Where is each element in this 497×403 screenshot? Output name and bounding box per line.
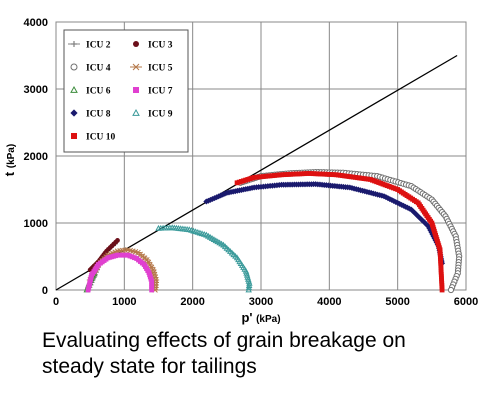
data-point (149, 287, 155, 293)
chart: 0 1000 2000 3000 4000 5000 6000 0 1000 2000 3000 4… (2, 17, 478, 325)
data-point (245, 286, 252, 293)
series-icu-9 (155, 224, 253, 293)
data-point (71, 133, 77, 139)
data-series (83, 168, 463, 294)
x-tick-label: 2000 (180, 296, 204, 308)
legend-label: ICU 9 (148, 110, 173, 120)
data-point (70, 109, 78, 117)
y-tick-label: 0 (42, 285, 48, 297)
x-tick-label: 1000 (112, 296, 136, 308)
data-point (447, 286, 455, 294)
caption-line-1: Evaluating effects of grain breakage on (42, 329, 406, 352)
data-point (132, 63, 140, 71)
data-point (439, 287, 445, 293)
series-icu-10 (234, 171, 445, 293)
legend-symbol (130, 63, 142, 71)
legend-box (63, 29, 189, 153)
legend-symbol (68, 41, 80, 47)
legend: ICU 2 ICU 3 ICU 4 ICU 5 ICU 6 ICU 7 ICU 8 ICU 9… (63, 29, 189, 153)
data-point (71, 41, 77, 47)
legend-symbol (132, 108, 140, 116)
data-point (70, 85, 78, 93)
x-tick-label: 5000 (385, 296, 409, 308)
legend-label: ICU 5 (148, 64, 173, 74)
y-tick-labels: 0 1000 2000 3000 4000 (24, 17, 48, 297)
y-tick-label: 1000 (24, 218, 48, 230)
y-axis-label: t (kPa) (2, 144, 17, 176)
data-point (132, 108, 140, 116)
x-axis-label: p' (kPa) (241, 310, 280, 325)
x-tick-labels: 0 1000 2000 3000 4000 5000 6000 (53, 296, 478, 308)
legend-label: ICU 6 (86, 87, 111, 97)
legend-symbol (70, 109, 78, 117)
data-point (143, 257, 151, 263)
legend-label: ICU 10 (86, 133, 116, 143)
data-point (133, 87, 139, 93)
legend-symbol (133, 41, 139, 47)
legend-symbol (70, 85, 78, 93)
data-point (133, 41, 139, 47)
series-icu-8 (203, 181, 446, 267)
legend-symbol (71, 133, 77, 139)
legend-label: ICU 2 (86, 41, 111, 51)
caption: Evaluating effects of grain breakage on … (42, 328, 492, 380)
legend-label: ICU 3 (148, 41, 173, 51)
y-tick-label: 3000 (24, 84, 48, 96)
y-tick-label: 4000 (24, 17, 48, 29)
legend-label: ICU 8 (86, 110, 111, 120)
legend-label: ICU 7 (148, 87, 173, 97)
plot-area (55, 21, 467, 291)
x-tick-label: 6000 (454, 296, 478, 308)
legend-label: ICU 4 (86, 64, 111, 74)
data-point (115, 238, 120, 243)
series-icu-7 (85, 252, 155, 293)
y-tick-label: 2000 (24, 151, 48, 163)
x-tick-label: 3000 (249, 296, 273, 308)
data-point (70, 63, 78, 71)
x-tick-label: 4000 (317, 296, 341, 308)
legend-symbol (70, 63, 78, 71)
caption-line-2: steady state for tailings (42, 355, 257, 378)
data-point (245, 284, 253, 291)
legend-symbol (133, 87, 139, 93)
x-tick-label: 0 (53, 296, 59, 308)
